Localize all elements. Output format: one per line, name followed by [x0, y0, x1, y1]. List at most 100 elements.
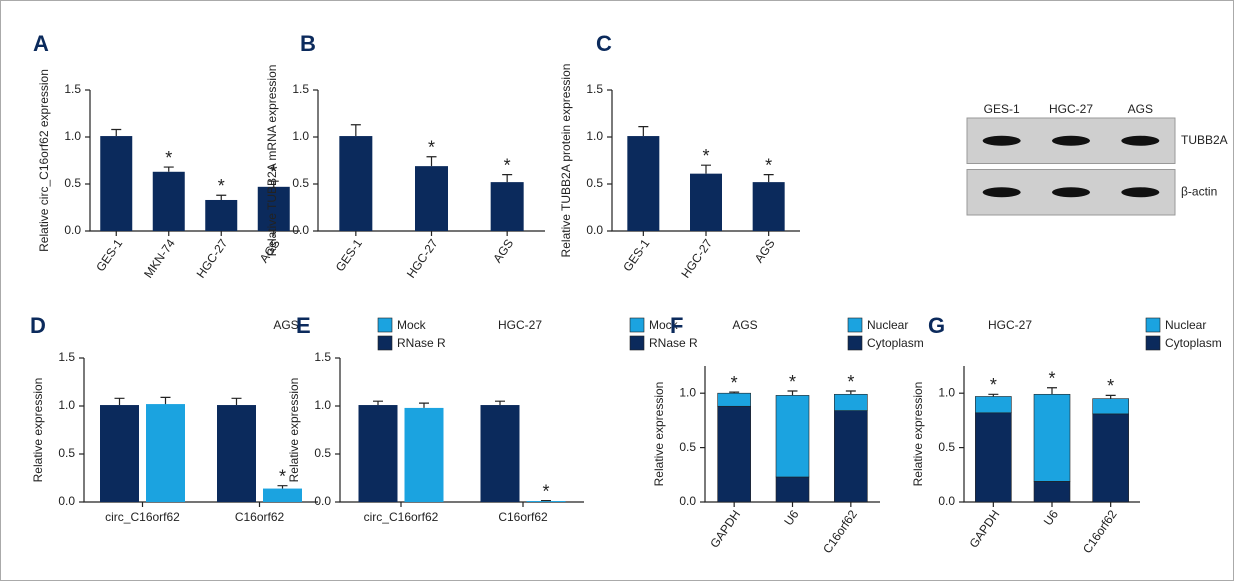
legend-swatch [378, 318, 392, 332]
legend-label: Nuclear [1165, 318, 1206, 332]
legend-label: RNase R [649, 336, 698, 350]
y-axis-label: Relative TUBB2A mRNA expression [265, 65, 279, 257]
bar [481, 405, 520, 502]
lane-label: GES-1 [984, 102, 1020, 116]
legend-swatch [378, 336, 392, 350]
significance-mark: * [1048, 369, 1055, 389]
blot-band [1052, 136, 1090, 146]
y-tick-label: 0.5 [679, 440, 696, 454]
y-tick-label: 0.5 [586, 176, 603, 190]
blot-band [1121, 187, 1159, 197]
y-tick-label: 1.0 [314, 398, 331, 412]
significance-mark: * [504, 155, 511, 175]
panel-label: B [300, 31, 316, 56]
y-tick-label: 0.0 [938, 494, 955, 508]
x-tick-label: circ_C16orf62 [105, 510, 180, 524]
bar [627, 136, 659, 231]
x-tick-label: C16orf62 [498, 510, 548, 524]
bar [153, 172, 185, 231]
significance-mark: * [731, 373, 738, 393]
bar [491, 182, 524, 231]
bar [359, 405, 398, 502]
y-tick-label: 0.5 [58, 446, 75, 460]
bar-segment [1093, 414, 1129, 502]
bar-segment [776, 395, 809, 477]
panel-label: G [928, 313, 945, 338]
significance-mark: * [990, 375, 997, 395]
bar [753, 182, 785, 231]
panel-label: D [30, 313, 46, 338]
y-tick-label: 1.0 [586, 129, 603, 143]
x-tick-label: circ_C16orf62 [364, 510, 439, 524]
significance-mark: * [1107, 376, 1114, 396]
bar-segment [1034, 481, 1070, 502]
legend-label: Cytoplasm [867, 336, 924, 350]
y-tick-label: 0.0 [64, 223, 81, 237]
y-tick-label: 1.0 [679, 385, 696, 399]
band-label: β-actin [1181, 184, 1217, 198]
y-tick-label: 0.5 [314, 446, 331, 460]
significance-mark: * [847, 372, 854, 392]
bar [100, 405, 139, 502]
blot-band [1052, 187, 1090, 197]
chart-title: AGS [273, 318, 298, 332]
y-tick-label: 0.0 [314, 494, 331, 508]
bar-segment [975, 413, 1011, 502]
significance-mark: * [765, 155, 772, 175]
lane-label: AGS [1128, 102, 1153, 116]
panel-label: C [596, 31, 612, 56]
chart-title: HGC-27 [498, 318, 542, 332]
significance-mark: * [789, 372, 796, 392]
bar-segment [975, 396, 1011, 412]
significance-mark: * [702, 146, 709, 166]
chart-title: AGS [732, 318, 757, 332]
panel-label: E [296, 313, 311, 338]
significance-mark: * [542, 481, 549, 501]
y-tick-label: 1.0 [58, 398, 75, 412]
legend-label: RNase R [397, 336, 446, 350]
panel-label: F [670, 313, 683, 338]
y-tick-label: 0.0 [292, 223, 309, 237]
y-tick-label: 1.0 [64, 129, 81, 143]
legend-swatch [630, 318, 644, 332]
bar-segment [718, 406, 751, 502]
bar-segment [776, 477, 809, 502]
y-tick-label: 0.0 [58, 494, 75, 508]
y-axis-label: Relative expression [31, 378, 45, 483]
bar [415, 166, 448, 231]
bar [100, 136, 132, 231]
y-tick-label: 1.0 [292, 129, 309, 143]
y-tick-label: 0.0 [679, 494, 696, 508]
figure: ARelative circ_C16orf62 expression0.00.5… [0, 0, 1234, 581]
bar [690, 174, 722, 231]
bar [146, 404, 185, 502]
bar [339, 136, 372, 231]
y-tick-label: 0.5 [292, 176, 309, 190]
band-label: TUBB2A [1181, 133, 1228, 147]
legend-label: Mock [397, 318, 427, 332]
y-axis-label: Relative expression [652, 382, 666, 487]
legend-label: Nuclear [867, 318, 908, 332]
y-axis-label: Relative expression [287, 378, 301, 483]
bar [205, 200, 237, 231]
legend-swatch [848, 336, 862, 350]
legend-swatch [1146, 318, 1160, 332]
y-tick-label: 1.0 [938, 385, 955, 399]
blot-band [1121, 136, 1159, 146]
legend-swatch [1146, 336, 1160, 350]
lane-label: HGC-27 [1049, 102, 1093, 116]
significance-mark: * [165, 148, 172, 168]
bar-segment [834, 394, 867, 410]
bar-segment [834, 411, 867, 502]
legend-label: Cytoplasm [1165, 336, 1222, 350]
legend-swatch [848, 318, 862, 332]
significance-mark: * [279, 466, 286, 486]
significance-mark: * [428, 137, 435, 157]
y-axis-label: Relative expression [911, 382, 925, 487]
x-tick-label: C16orf62 [235, 510, 285, 524]
y-axis-label: Relative circ_C16orf62 expression [37, 69, 51, 252]
blot-band [983, 187, 1021, 197]
bar [263, 489, 302, 502]
blot-band [983, 136, 1021, 146]
y-tick-label: 1.5 [292, 82, 309, 96]
